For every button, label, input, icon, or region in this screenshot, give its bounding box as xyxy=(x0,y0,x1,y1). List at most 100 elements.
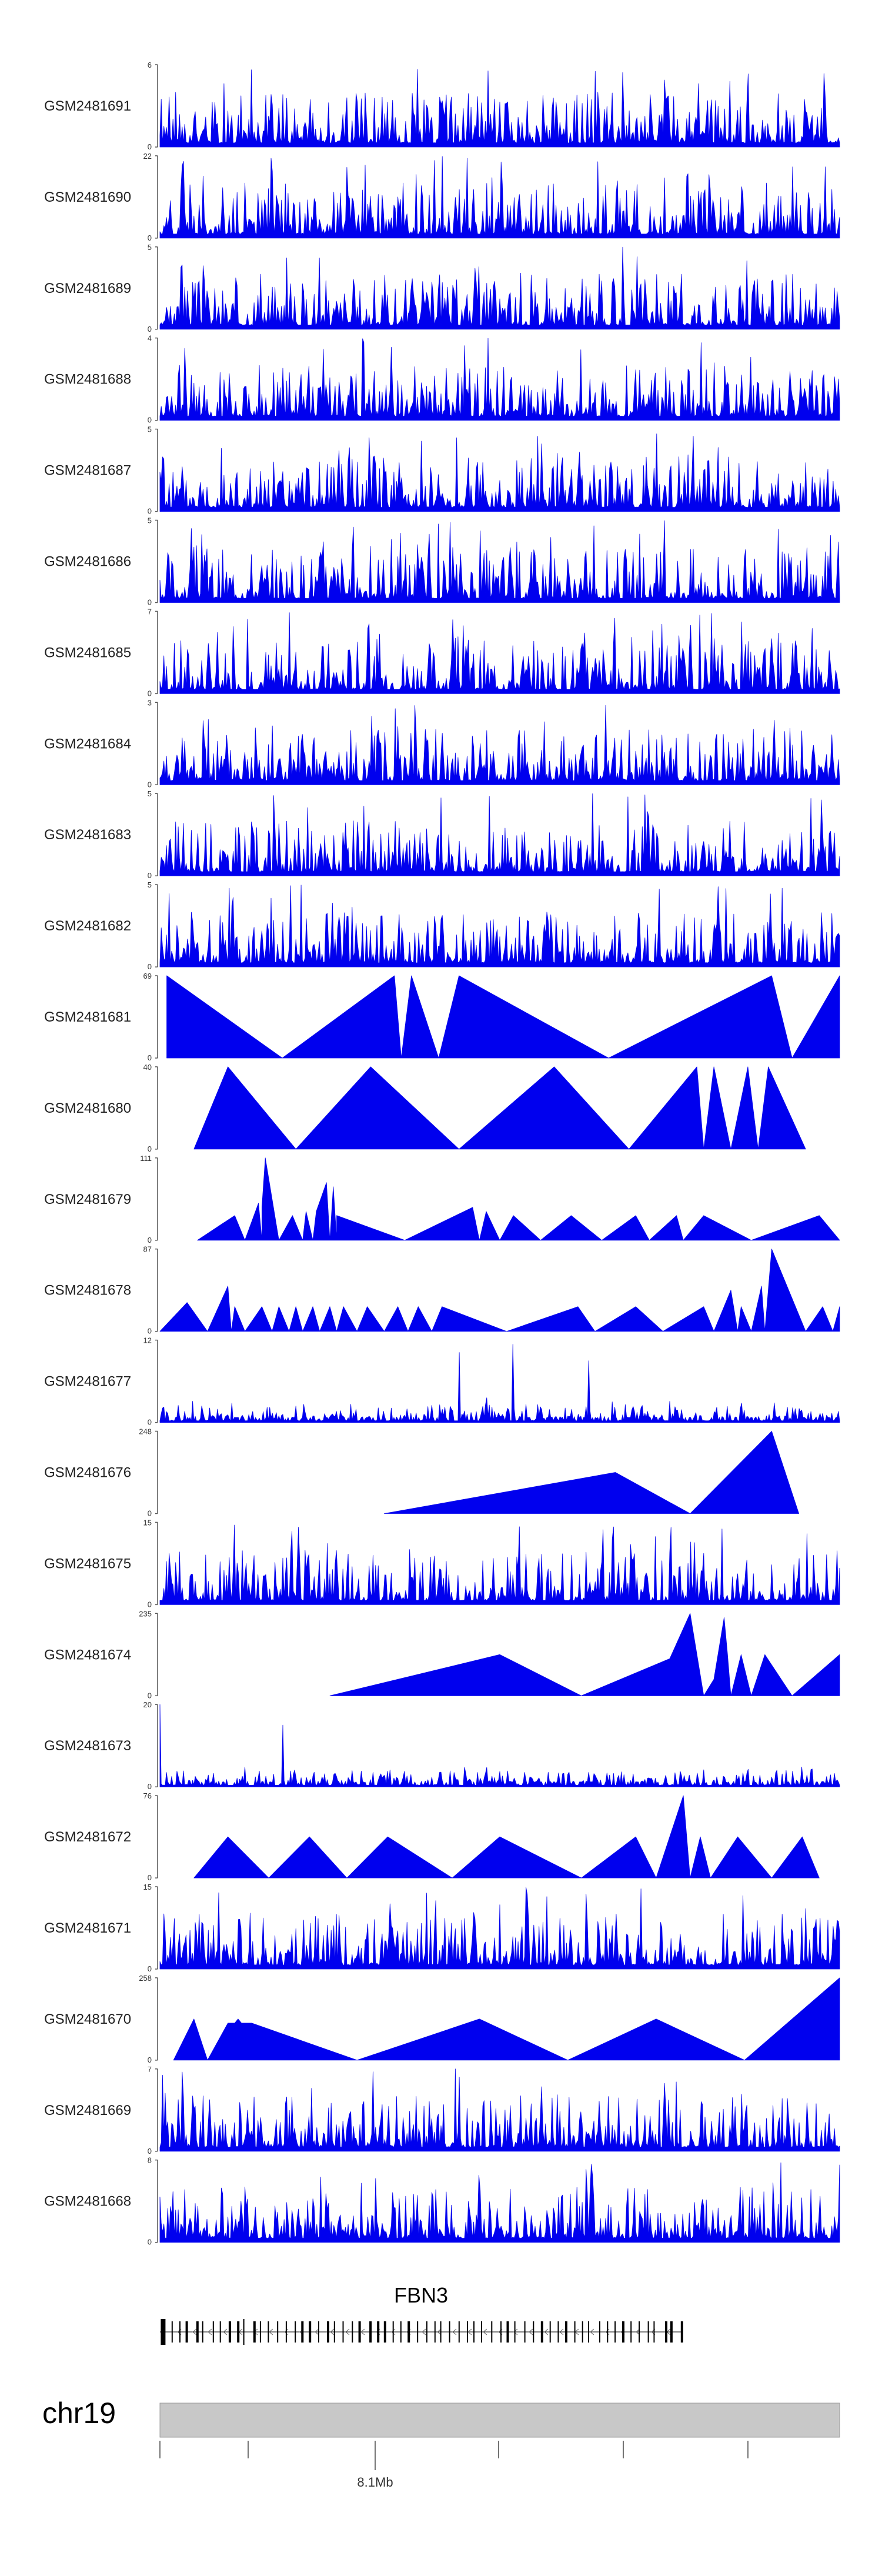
strand-arrow xyxy=(544,2328,549,2335)
track-GSM2481676: GSM2481676 248 0 xyxy=(44,1427,799,1518)
signal-area xyxy=(159,156,840,239)
track-label: GSM2481679 xyxy=(44,1192,131,1207)
track-label: GSM2481686 xyxy=(44,554,131,570)
exon xyxy=(481,2321,482,2343)
exon xyxy=(161,2319,166,2345)
genomic-axis: 8.1Mb xyxy=(159,2441,749,2490)
signal-area xyxy=(166,975,840,1059)
track-GSM2481687: GSM2481687 5 0 xyxy=(44,425,840,516)
exon xyxy=(540,2321,543,2343)
signal-area xyxy=(329,1613,840,1696)
exon xyxy=(392,2321,394,2343)
signal-area xyxy=(159,705,840,785)
exon xyxy=(458,2321,460,2343)
y-min-label: 0 xyxy=(148,689,152,698)
y-min-label: 0 xyxy=(148,2147,152,2155)
exon xyxy=(400,2321,402,2343)
strand-arrow xyxy=(208,2328,212,2335)
track-label: GSM2481671 xyxy=(44,1920,131,1936)
exon xyxy=(514,2321,516,2343)
exon xyxy=(524,2321,526,2343)
exon xyxy=(582,2321,583,2343)
exon xyxy=(557,2321,559,2343)
y-max-label: 6 xyxy=(148,61,152,69)
signal-area xyxy=(173,1977,840,2061)
y-max-label: 87 xyxy=(143,1245,152,1254)
strand-arrow xyxy=(483,2328,487,2335)
chromosome-ideogram: chr19 xyxy=(42,2397,840,2438)
track-GSM2481679: GSM2481679 111 0 xyxy=(44,1154,840,1244)
y-max-label: 69 xyxy=(143,972,152,980)
strand-arrow xyxy=(590,2328,594,2335)
exon xyxy=(185,2321,188,2343)
y-max-label: 20 xyxy=(143,1700,152,1709)
y-min-label: 0 xyxy=(148,1509,152,1518)
exon xyxy=(301,2321,304,2343)
y-max-label: 15 xyxy=(143,1883,152,1891)
exon xyxy=(614,2321,616,2343)
signal-area xyxy=(159,885,840,967)
track-label: GSM2481691 xyxy=(44,98,131,114)
y-max-label: 40 xyxy=(143,1063,152,1072)
track-GSM2481683: GSM2481683 5 0 xyxy=(44,789,840,880)
exon xyxy=(588,2321,589,2343)
track-GSM2481691: GSM2481691 6 0 xyxy=(44,61,840,151)
track-GSM2481675: GSM2481675 15 0 xyxy=(44,1518,840,1609)
exon xyxy=(171,2321,173,2343)
track-GSM2481685: GSM2481685 7 0 xyxy=(44,607,840,698)
exon xyxy=(309,2321,312,2343)
track-GSM2481684: GSM2481684 3 0 xyxy=(44,698,840,789)
y-max-label: 7 xyxy=(148,2065,152,2074)
track-label: GSM2481668 xyxy=(44,2194,131,2210)
exon xyxy=(670,2321,673,2343)
track-label: GSM2481669 xyxy=(44,2103,131,2118)
track-GSM2481680: GSM2481680 40 0 xyxy=(44,1063,806,1153)
track-GSM2481686: GSM2481686 5 0 xyxy=(44,516,840,607)
y-min-label: 0 xyxy=(148,598,152,607)
exon xyxy=(500,2321,502,2343)
signal-area xyxy=(159,69,840,148)
y-min-label: 0 xyxy=(148,507,152,516)
strand-arrow xyxy=(636,2328,640,2335)
track-GSM2481671: GSM2481671 15 0 xyxy=(44,1883,840,1973)
y-min-label: 0 xyxy=(148,1327,152,1336)
y-min-label: 0 xyxy=(148,233,152,242)
y-max-label: 12 xyxy=(143,1336,152,1345)
exon xyxy=(426,2321,427,2343)
exon xyxy=(358,2321,361,2343)
exon xyxy=(342,2321,344,2343)
signal-area xyxy=(193,1795,820,1878)
signal-area xyxy=(159,1344,840,1423)
track-label: GSM2481684 xyxy=(44,736,131,752)
y-max-label: 5 xyxy=(148,243,152,252)
gene-model-fbn3: FBN3 xyxy=(160,2283,683,2345)
strand-arrow xyxy=(345,2328,350,2335)
track-label: GSM2481683 xyxy=(44,827,131,843)
track-label: GSM2481673 xyxy=(44,1738,131,1754)
strand-arrow xyxy=(269,2328,273,2335)
y-min-label: 0 xyxy=(148,1236,152,1244)
exon xyxy=(243,2319,245,2345)
track-label: GSM2481681 xyxy=(44,1009,131,1025)
chromosome-label: chr19 xyxy=(42,2397,116,2430)
exon xyxy=(318,2321,319,2343)
track-GSM2481669: GSM2481669 7 0 xyxy=(44,2065,840,2155)
signal-area xyxy=(197,1157,840,1241)
track-GSM2481682: GSM2481682 5 0 xyxy=(44,880,840,971)
y-max-label: 5 xyxy=(148,880,152,889)
exon xyxy=(622,2321,624,2343)
track-GSM2481674: GSM2481674 235 0 xyxy=(44,1609,840,1700)
exon xyxy=(607,2321,609,2343)
signal-tracks: GSM248169160GSM2481690220GSM248168950GSM… xyxy=(44,61,840,2247)
signal-area xyxy=(159,793,840,876)
gene-label: FBN3 xyxy=(394,2283,448,2307)
strand-arrow xyxy=(223,2328,228,2335)
exon xyxy=(196,2321,199,2343)
exon xyxy=(467,2321,468,2343)
exon xyxy=(630,2321,632,2343)
exon xyxy=(665,2321,667,2343)
track-label: GSM2481674 xyxy=(44,1647,131,1663)
exon xyxy=(179,2321,181,2343)
exon xyxy=(253,2321,256,2343)
